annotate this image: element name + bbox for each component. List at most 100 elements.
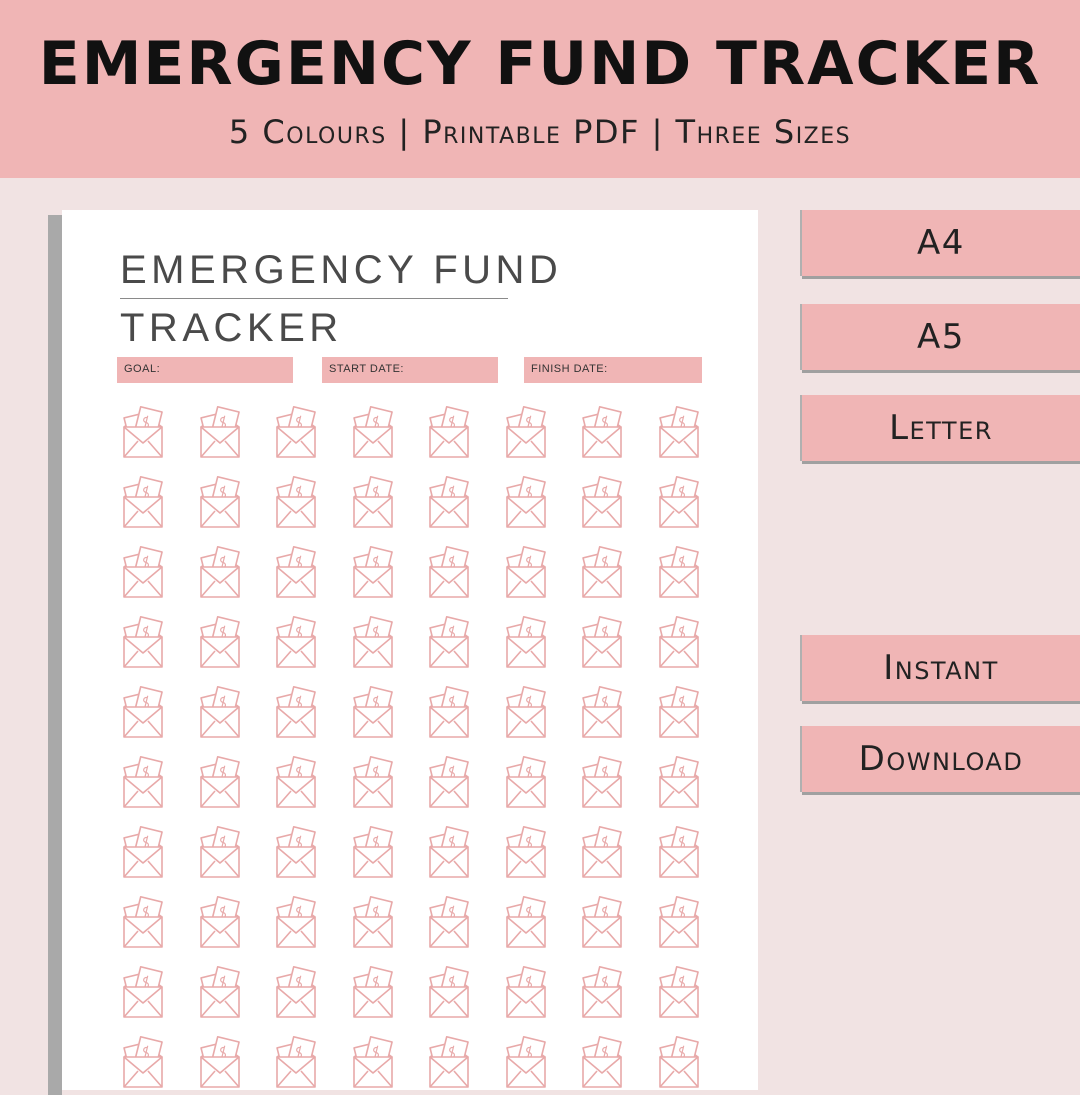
envelope-cash-icon <box>118 473 168 533</box>
document-title-line-2: TRACKER <box>120 306 343 350</box>
envelope-cash-icon <box>348 893 398 953</box>
envelope-cash-icon <box>118 893 168 953</box>
envelope-cash-icon <box>654 823 704 883</box>
envelope-cash-icon <box>271 613 321 673</box>
start-date-label: START DATE: <box>329 363 404 375</box>
envelope-cash-icon <box>654 1033 704 1090</box>
envelope-cash-icon <box>424 613 474 673</box>
start-date-field: START DATE: <box>322 357 498 383</box>
envelope-cash-icon <box>271 823 321 883</box>
envelope-cash-icon <box>348 473 398 533</box>
title-divider <box>120 298 508 299</box>
envelope-cash-icon <box>271 1033 321 1090</box>
envelope-cash-icon <box>501 823 551 883</box>
envelope-cash-icon <box>195 473 245 533</box>
envelope-cash-icon <box>348 823 398 883</box>
envelope-cash-icon <box>195 753 245 813</box>
header-banner: EMERGENCY FUND TRACKER 5 Colours | Print… <box>0 0 1080 178</box>
envelope-cash-icon <box>118 613 168 673</box>
envelope-cash-icon <box>195 963 245 1023</box>
envelope-cash-icon <box>577 1033 627 1090</box>
envelope-cash-icon <box>118 403 168 463</box>
envelope-cash-icon <box>271 963 321 1023</box>
envelope-cash-icon <box>348 753 398 813</box>
envelope-cash-icon <box>654 473 704 533</box>
banner-title: EMERGENCY FUND TRACKER <box>38 29 1042 99</box>
envelope-cash-icon <box>501 963 551 1023</box>
size-tab-letter: Letter <box>802 395 1080 461</box>
envelope-cash-icon <box>577 613 627 673</box>
envelope-cash-icon <box>271 473 321 533</box>
envelope-cash-icon <box>654 543 704 603</box>
envelope-cash-icon <box>271 753 321 813</box>
envelope-cash-icon <box>424 963 474 1023</box>
envelope-cash-icon <box>348 1033 398 1090</box>
envelope-cash-icon <box>118 1033 168 1090</box>
instant-tab: Instant <box>802 635 1080 701</box>
envelope-cash-icon <box>501 473 551 533</box>
envelope-cash-icon <box>271 543 321 603</box>
envelope-cash-icon <box>118 823 168 883</box>
size-label: A5 <box>917 317 965 357</box>
document-title-line-1: EMERGENCY FUND <box>120 248 563 292</box>
envelope-cash-icon <box>348 613 398 673</box>
envelope-cash-icon <box>118 753 168 813</box>
envelope-cash-icon <box>348 403 398 463</box>
size-tab-a4: A4 <box>802 210 1080 276</box>
envelope-cash-icon <box>577 893 627 953</box>
envelope-cash-icon <box>501 753 551 813</box>
envelope-cash-icon <box>577 823 627 883</box>
envelope-cash-icon <box>501 613 551 673</box>
envelope-cash-icon <box>195 613 245 673</box>
envelope-cash-icon <box>271 893 321 953</box>
finish-date-label: FINISH DATE: <box>531 363 608 375</box>
envelope-cash-icon <box>501 893 551 953</box>
envelope-cash-icon <box>424 403 474 463</box>
envelope-cash-icon <box>577 963 627 1023</box>
download-label: Download <box>858 739 1024 779</box>
envelope-cash-icon <box>424 753 474 813</box>
envelope-cash-icon <box>195 683 245 743</box>
envelope-cash-icon <box>501 683 551 743</box>
envelope-cash-icon <box>424 683 474 743</box>
envelope-cash-icon <box>577 473 627 533</box>
size-label: A4 <box>917 223 965 263</box>
size-label: Letter <box>889 408 993 448</box>
download-tab: Download <box>802 726 1080 792</box>
envelope-cash-icon <box>348 543 398 603</box>
envelope-cash-icon <box>195 543 245 603</box>
envelope-cash-icon <box>348 683 398 743</box>
envelope-cash-icon <box>424 893 474 953</box>
envelope-cash-icon <box>577 403 627 463</box>
finish-date-field: FINISH DATE: <box>524 357 702 383</box>
envelope-cash-icon <box>271 403 321 463</box>
envelope-cash-icon <box>195 403 245 463</box>
envelope-cash-icon <box>654 613 704 673</box>
envelope-cash-icon <box>654 683 704 743</box>
envelope-cash-icon <box>348 963 398 1023</box>
goal-label: GOAL: <box>124 363 161 375</box>
envelope-icon-grid <box>62 210 758 1090</box>
instant-label: Instant <box>883 648 999 688</box>
envelope-cash-icon <box>577 543 627 603</box>
envelope-cash-icon <box>501 403 551 463</box>
tracker-preview-page: EMERGENCY FUND TRACKER GOAL: START DATE:… <box>62 210 758 1090</box>
envelope-cash-icon <box>577 683 627 743</box>
goal-field: GOAL: <box>117 357 293 383</box>
envelope-cash-icon <box>195 1033 245 1090</box>
envelope-cash-icon <box>118 963 168 1023</box>
envelope-cash-icon <box>271 683 321 743</box>
envelope-cash-icon <box>654 963 704 1023</box>
envelope-cash-icon <box>424 543 474 603</box>
envelope-cash-icon <box>654 403 704 463</box>
envelope-cash-icon <box>195 823 245 883</box>
envelope-cash-icon <box>118 683 168 743</box>
paper-shadow <box>48 215 62 1095</box>
envelope-cash-icon <box>654 893 704 953</box>
envelope-cash-icon <box>118 543 168 603</box>
banner-subtitle: 5 Colours | Printable PDF | Three Sizes <box>228 113 852 151</box>
envelope-cash-icon <box>577 753 627 813</box>
envelope-cash-icon <box>195 893 245 953</box>
envelope-cash-icon <box>424 1033 474 1090</box>
envelope-cash-icon <box>501 1033 551 1090</box>
